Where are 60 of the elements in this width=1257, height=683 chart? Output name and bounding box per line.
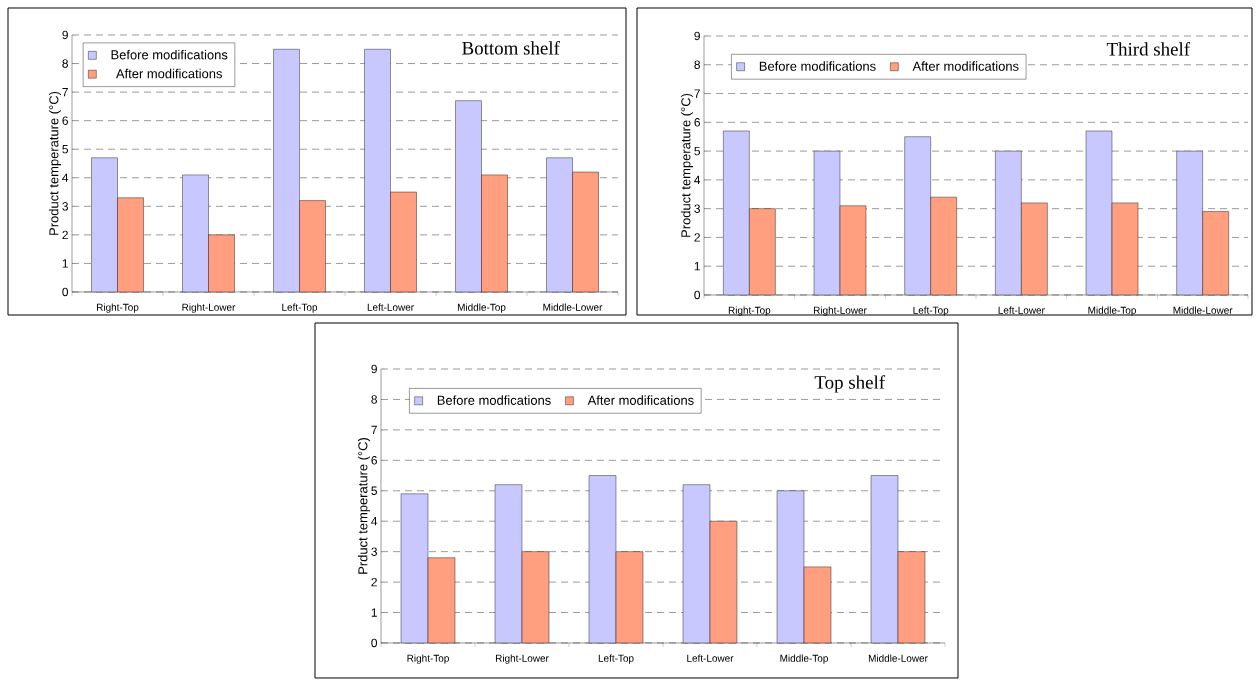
y-tick-label: 4 — [371, 517, 378, 526]
y-tick-label: 7 — [694, 89, 700, 98]
x-tick-label: Middle-Lower — [543, 303, 603, 311]
y-tick-label: 5 — [371, 486, 377, 495]
chart-title: Bottom shelf — [462, 41, 560, 55]
y-tick-label: 0 — [694, 290, 701, 300]
y-axis-title: Prduct temperature (°C) — [357, 438, 370, 574]
y-tick-label: 2 — [371, 577, 377, 587]
y-tick-label: 6 — [62, 116, 68, 125]
legend-label: Before modifications — [759, 61, 876, 71]
y-tick-label: 6 — [371, 456, 377, 465]
y-tick-label: 1 — [694, 262, 700, 271]
x-tick-label: Middle-Top — [457, 303, 506, 313]
x-tick-label: Right-Top — [728, 306, 771, 316]
x-tick-label: Middle-Lower — [868, 654, 928, 662]
y-axis-title: Product temperature (°C) — [48, 91, 61, 235]
y-tick-label: 8 — [694, 60, 700, 69]
y-tick-label: 3 — [62, 202, 68, 211]
y-tick-label: 8 — [371, 395, 377, 404]
y-tick-label: 0 — [62, 287, 69, 297]
legend-label: Before modfications — [437, 395, 551, 405]
y-tick-label: 5 — [694, 146, 700, 156]
y-tick-label: 9 — [694, 31, 700, 41]
y-tick-label: 2 — [694, 233, 700, 242]
y-tick-label: 9 — [62, 30, 68, 40]
y-tick-label: 4 — [62, 173, 69, 182]
y-tick-label: 6 — [694, 118, 700, 127]
x-tick-label: Middle-Top — [780, 654, 828, 664]
chart-title: Top shelf — [814, 375, 886, 393]
y-tick-label: 4 — [694, 175, 701, 184]
legend-label: After modifications — [115, 68, 222, 79]
chart-title: Third shelf — [1106, 42, 1191, 56]
legend-label: Before modifications — [111, 49, 228, 60]
y-tick-label: 3 — [694, 204, 700, 213]
x-tick-label: Right-Lower — [182, 303, 236, 313]
x-tick-label: Middle-Top — [1088, 306, 1136, 316]
legend-label: After modifications — [587, 395, 694, 405]
x-tick-label: Left-Top — [598, 654, 634, 664]
x-tick-label: Middle-Lower — [1173, 306, 1233, 314]
y-tick-label: 1 — [371, 608, 377, 617]
x-tick-label: Left-Lower — [687, 654, 734, 662]
y-tick-label: 7 — [62, 87, 68, 97]
y-tick-label: 5 — [62, 145, 68, 154]
x-tick-label: Left-Lower — [367, 303, 414, 311]
x-tick-label: Right-Lower — [495, 654, 549, 664]
x-tick-label: Left-Top — [282, 303, 318, 313]
legend-label: After modifications — [912, 61, 1019, 71]
x-tick-label: Right-Lower — [813, 306, 867, 316]
y-tick-label: 0 — [371, 638, 378, 648]
y-tick-label: 1 — [62, 259, 68, 268]
x-tick-label: Left-Lower — [998, 306, 1045, 314]
y-tick-label: 2 — [62, 230, 68, 240]
x-tick-label: Right-Top — [97, 303, 139, 313]
y-tick-label: 8 — [62, 59, 68, 68]
x-tick-label: Left-Top — [913, 306, 949, 316]
y-axis-title: Product temperature (°C) — [680, 93, 693, 237]
y-tick-label: 3 — [371, 547, 377, 556]
y-tick-label: 9 — [371, 364, 377, 374]
x-tick-label: Right-Top — [407, 654, 449, 664]
y-tick-label: 7 — [371, 425, 377, 434]
